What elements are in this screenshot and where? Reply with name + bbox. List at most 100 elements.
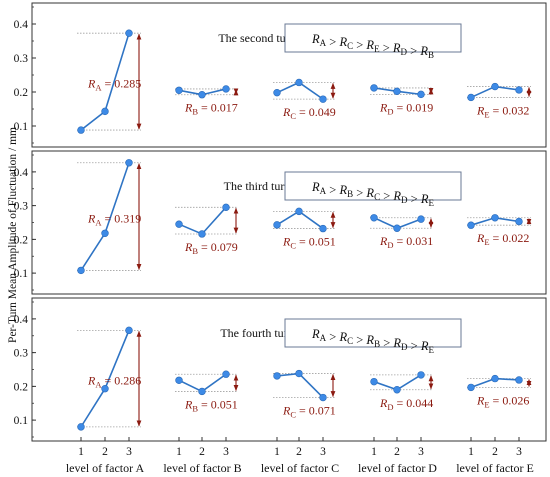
ranking-sub: C [347, 41, 353, 51]
range-value: = 0.319 [101, 212, 141, 226]
panel-title: The second turn [218, 31, 295, 45]
data-point [175, 86, 183, 95]
x-tick-label: 2 [394, 446, 400, 458]
y-tick-label: 0.1 [14, 415, 29, 427]
x-tick-label: 2 [102, 446, 108, 458]
range-R: R [282, 235, 291, 249]
data-point [273, 372, 281, 380]
x-tick-label: 2 [296, 446, 302, 458]
ranking-R: R [311, 180, 320, 194]
ranking-text: RA > RB > RC > RD > RE [311, 180, 434, 208]
x-tick-label: 1 [274, 446, 280, 458]
data-point [515, 86, 523, 94]
y-tick-label: 0.2 [14, 381, 29, 393]
range-label: RB = 0.079 [184, 240, 238, 256]
ranking-sub: C [374, 192, 380, 202]
ranking-sep: > [353, 186, 366, 200]
range-sub: A [95, 218, 102, 228]
range-value: = 0.286 [101, 374, 141, 388]
ranking-R: R [392, 336, 401, 350]
x-tick-label: 1 [371, 446, 377, 458]
x-axis-label-D: level of factor D [358, 461, 437, 475]
y-tick-label: 0.1 [14, 121, 29, 133]
x-tick-label: 1 [176, 446, 182, 458]
range-label: RA = 0.285 [87, 77, 141, 93]
ranking-sep: > [407, 44, 420, 58]
range-label: RC = 0.071 [282, 404, 336, 420]
data-point [417, 371, 425, 379]
range-value: = 0.044 [393, 396, 433, 410]
ranking-sep: > [380, 336, 393, 350]
factor-group-B: RB = 0.051 [175, 370, 239, 413]
ranking-sep: > [380, 41, 393, 55]
factor-group-D: RD = 0.044 [370, 371, 434, 412]
ranking-R: R [338, 330, 347, 344]
data-point [491, 214, 499, 222]
ranking-sep: > [408, 192, 421, 206]
x-axis-label-B: level of factor B [163, 461, 241, 475]
ranking-R: R [365, 186, 374, 200]
ranking-sub: D [401, 195, 408, 205]
range-value: = 0.051 [198, 397, 238, 411]
data-point [125, 159, 133, 167]
ranking-R: R [311, 327, 320, 341]
ranking-sub: E [428, 198, 434, 208]
ranking-R: R [420, 192, 429, 206]
data-point [515, 376, 523, 384]
ranking-sep: > [326, 35, 339, 49]
factor-group-A: RA = 0.286 [77, 326, 142, 431]
x-tick-label: 3 [320, 446, 326, 458]
range-R: R [87, 77, 96, 91]
range-sub: C [290, 241, 296, 251]
y-tick-label: 0.4 [14, 19, 29, 31]
ranking-text: RA > RC > RB > RD > RE [311, 327, 434, 355]
data-point [319, 224, 327, 233]
data-point [222, 370, 230, 378]
range-sub: E [484, 237, 489, 247]
data-point [417, 90, 425, 99]
range-R: R [379, 396, 388, 410]
factor-group-B: RB = 0.079 [175, 203, 239, 256]
series-line [178, 206, 227, 235]
data-point [175, 376, 183, 384]
factor-group-A: RA = 0.285 [77, 29, 142, 134]
factor-group-E: RE = 0.026 [467, 374, 532, 409]
range-label: RD = 0.044 [379, 396, 433, 412]
range-sub: C [290, 410, 296, 420]
range-label: RC = 0.049 [282, 105, 336, 121]
data-point [101, 385, 109, 393]
data-point [491, 82, 499, 91]
range-sub: D [387, 402, 393, 412]
ranking-sep: > [326, 183, 339, 197]
data-point [295, 207, 303, 216]
ranking-text: RA > RC > RE > RD > RB [311, 32, 434, 60]
ranking-sub: D [401, 342, 408, 352]
ranking-box [284, 318, 462, 348]
ranking-R: R [365, 333, 374, 347]
data-point [198, 230, 206, 238]
y-tick-label: 0.4 [14, 167, 29, 179]
range-R: R [184, 240, 193, 254]
data-point [125, 326, 133, 335]
factor-group-D: RD = 0.031 [370, 214, 434, 250]
range-R: R [282, 105, 291, 119]
y-tick-label: 0.4 [14, 314, 29, 326]
panel-title: The fourth turn [220, 326, 293, 340]
range-value: = 0.019 [393, 100, 433, 114]
range-sub: B [192, 107, 198, 117]
data-point [295, 78, 303, 87]
panel-title: The third turn [224, 179, 291, 193]
ranking-box [284, 23, 462, 53]
data-point [393, 87, 401, 96]
ranking-sub: E [428, 345, 434, 355]
x-tick-label: 3 [516, 446, 522, 458]
range-R: R [476, 393, 485, 407]
y-tick-label: 0.1 [14, 268, 29, 280]
y-axis-label: Per-Turn Mean Amplitude of Fluctuation /… [7, 127, 19, 343]
data-point [370, 84, 378, 92]
range-sub: B [192, 246, 198, 256]
range-value: = 0.032 [490, 103, 530, 117]
x-axis-label-C: level of factor C [261, 461, 339, 475]
